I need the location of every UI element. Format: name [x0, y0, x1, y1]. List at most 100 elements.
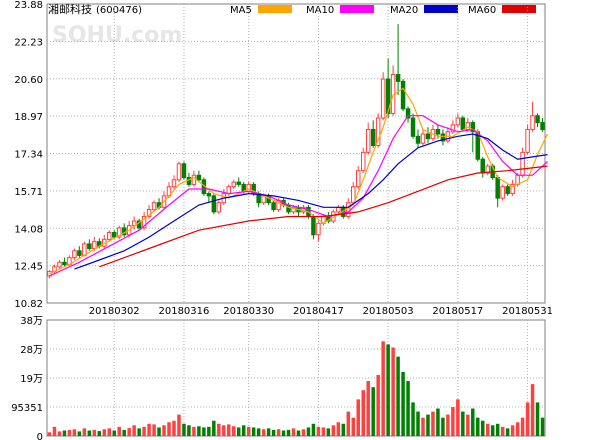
volume-bar [396, 356, 400, 436]
candle-body [301, 206, 306, 213]
volume-bar [495, 423, 500, 436]
volume-bar [456, 399, 460, 436]
candle [425, 127, 431, 144]
price-tick-label: 22.23 [14, 37, 43, 48]
legend-label-ma20: MA20 [390, 5, 418, 16]
candle [301, 205, 306, 215]
candle [455, 113, 461, 128]
price-tick-label: 20.60 [14, 75, 43, 86]
candle [146, 205, 152, 219]
volume-bar [147, 423, 151, 436]
candle-body [57, 261, 62, 268]
candle-body [316, 222, 321, 236]
candle [405, 106, 411, 123]
candle [211, 193, 217, 215]
volume-bar [376, 374, 380, 436]
volume-tick-label: 38万 [20, 316, 43, 327]
volume-y-axis: 38万 28万 19万 95351 0 [11, 316, 43, 440]
volume-bar [401, 371, 405, 436]
candle [92, 237, 97, 251]
candle-body [236, 181, 241, 185]
legend: MA5 MA10 MA20 MA60 [230, 5, 536, 16]
candle-body [171, 179, 177, 188]
candle-body [82, 243, 87, 256]
volume-bar [500, 426, 505, 436]
volume-bar [47, 432, 52, 436]
candle [151, 200, 157, 212]
volume-bar [505, 428, 510, 436]
candle-body [500, 186, 505, 199]
candle [420, 129, 426, 146]
volume-bar [132, 425, 136, 436]
volume-bar [202, 427, 206, 436]
candle [176, 161, 182, 183]
candle-body [336, 206, 341, 213]
volume-bar [540, 417, 545, 436]
candle [540, 118, 545, 132]
candle-body [111, 231, 117, 238]
volume-bar [471, 408, 475, 436]
volume-bar [535, 402, 540, 436]
candle [510, 179, 515, 196]
volume-bar [142, 426, 146, 436]
candle-body [420, 133, 426, 144]
ma-line-ma20 [74, 133, 548, 270]
legend-label-ma5: MA5 [230, 5, 252, 16]
candle [525, 124, 530, 155]
volume-bar [167, 422, 171, 436]
candle [465, 118, 471, 132]
volume-bar [232, 426, 236, 436]
volume-bar [466, 414, 470, 436]
volume-bar [212, 420, 216, 436]
volume-bar [326, 428, 331, 436]
candle [485, 163, 490, 176]
volume-bar [346, 411, 351, 436]
price-tick-label: 10.82 [14, 299, 43, 310]
candle [196, 170, 202, 183]
candle [57, 259, 62, 270]
candle-body [470, 122, 476, 133]
volume-bar [172, 420, 176, 436]
candle-body [141, 215, 147, 229]
volume-bar [182, 423, 186, 436]
candle-body [77, 250, 82, 256]
watermark: SOHU.com [52, 23, 182, 48]
candle [445, 127, 451, 144]
volume-bar [77, 431, 82, 436]
volume-bar [356, 399, 360, 436]
candlestick-series [47, 24, 545, 279]
candle [206, 191, 212, 203]
candle [47, 270, 52, 279]
price-grid [46, 3, 546, 304]
price-y-axis: 23.88 22.23 20.60 18.97 17.34 15.71 14.08 12.45… [14, 0, 43, 310]
volume-tick-label: 95351 [11, 403, 43, 414]
volume-bar [341, 423, 346, 436]
candle [87, 239, 92, 251]
volume-bar [301, 429, 306, 436]
volume-bar [485, 423, 490, 436]
volume-bar [62, 430, 67, 436]
candle [62, 257, 67, 267]
candle-body [286, 204, 291, 213]
volume-bar [371, 387, 375, 436]
volume-bar [451, 407, 455, 436]
volume-bar [441, 417, 445, 436]
volume-bar [461, 411, 465, 436]
candle [370, 120, 376, 148]
candle-body [465, 122, 471, 130]
legend-swatch-ma60 [502, 5, 536, 13]
candle-body [395, 74, 401, 82]
candle-body [400, 80, 406, 110]
volume-tick-label: 28万 [20, 345, 43, 356]
volume-bar [241, 425, 246, 436]
candle [191, 170, 197, 187]
volume-bar [251, 427, 256, 436]
candle-body [450, 124, 456, 133]
volume-bar [381, 341, 385, 436]
volume-bar [261, 429, 266, 436]
volume-bar [436, 408, 440, 436]
candle [505, 184, 510, 196]
volume-bar [416, 411, 420, 436]
price-tick-label: 18.97 [14, 112, 43, 123]
volume-bar [520, 417, 525, 436]
